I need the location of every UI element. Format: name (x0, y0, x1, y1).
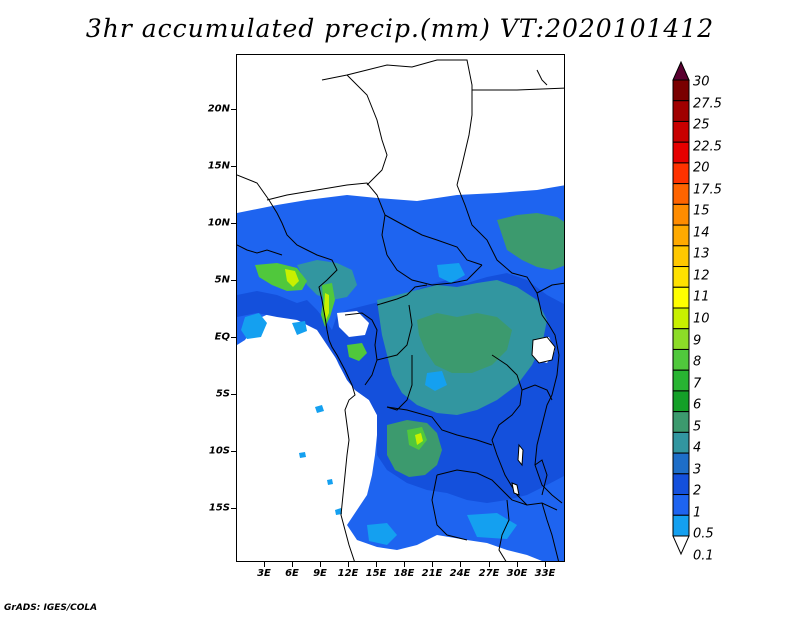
colorbar-box (672, 162, 690, 185)
colorbar-label: 6 (693, 397, 702, 413)
colorbar-label: 10 (693, 311, 710, 327)
lat-tick (231, 394, 236, 395)
colorbar-label: 14 (693, 225, 710, 241)
colorbar-label: 9 (693, 333, 702, 349)
colorbar-top-arrow (672, 60, 690, 81)
lakes (511, 336, 556, 496)
colorbar-box (672, 514, 690, 537)
colorbar-box (672, 79, 690, 102)
colorbar-label: 12 (693, 268, 710, 284)
colorbar-box (672, 245, 690, 268)
colorbar-box (672, 266, 690, 288)
lat-tick (231, 109, 236, 110)
colorbar-label: 3 (693, 462, 702, 478)
lon-tick (320, 562, 321, 567)
colorbar-label: 27.5 (693, 96, 722, 112)
lat-label: 20N (207, 103, 230, 115)
lat-label: 15S (208, 502, 230, 514)
chart-title: 3hr accumulated precip.(mm) VT:202010141… (85, 14, 715, 43)
precip-map (236, 54, 565, 562)
lon-label: 12E (337, 568, 359, 579)
colorbar-box (672, 411, 690, 433)
lon-label: 33E (534, 568, 556, 579)
lat-label: EQ (214, 331, 230, 343)
lon-tick (460, 562, 461, 567)
colorbar-box (672, 473, 690, 496)
colorbar-box (672, 390, 690, 413)
colorbar-label: 4 (693, 440, 702, 456)
lon-label: 18E (393, 568, 415, 579)
colorbar-label: 25 (693, 117, 710, 133)
colorbar-box (672, 141, 690, 164)
precip-shading (237, 185, 564, 561)
colorbar-box (672, 369, 690, 392)
lat-label: 5S (215, 388, 230, 400)
lat-label: 5N (214, 274, 230, 286)
lon-tick (404, 562, 405, 567)
lon-label: 21E (421, 568, 443, 579)
lat-tick (231, 508, 236, 509)
colorbar-label: 2 (693, 483, 702, 499)
colorbar-boxes (672, 79, 690, 537)
colorbar-label: 0.5 (693, 526, 714, 542)
colorbar-label: 1 (693, 505, 702, 521)
credit-text: GrADS: IGES/COLA (4, 603, 98, 613)
lon-tick (348, 562, 349, 567)
colorbar-box (672, 183, 690, 205)
lat-tick (231, 223, 236, 224)
colorbar-box (672, 224, 690, 247)
lat-label: 15N (207, 160, 230, 172)
colorbar-box (672, 494, 690, 516)
colorbar-label: 17.5 (693, 182, 722, 198)
colorbar-box (672, 203, 690, 226)
lon-tick (264, 562, 265, 567)
lon-tick (432, 562, 433, 567)
colorbar-label: 5 (693, 419, 702, 435)
lon-label: 24E (449, 568, 471, 579)
lon-label: 6E (285, 568, 299, 579)
lon-tick (545, 562, 546, 567)
colorbar-box (672, 120, 690, 143)
lat-tick (231, 337, 236, 338)
colorbar-label: 0.1 (693, 548, 714, 564)
precip-field (237, 59, 564, 561)
colorbar-label: 8 (693, 354, 702, 370)
lat-label: 10N (207, 217, 230, 229)
colorbar-label: 30 (693, 74, 710, 90)
colorbar-label: 13 (693, 246, 710, 262)
lon-tick (376, 562, 377, 567)
colorbar-box (672, 348, 690, 371)
colorbar-label: 22.5 (693, 139, 722, 155)
lon-label: 3E (257, 568, 271, 579)
colorbar-bottom-arrow (672, 535, 690, 556)
colorbar-label: 20 (693, 160, 710, 176)
colorbar-box (672, 307, 690, 330)
colorbar-label: 15 (693, 203, 710, 219)
colorbar-label: 11 (693, 289, 710, 305)
colorbar-box (672, 328, 690, 350)
colorbar-box (672, 452, 690, 475)
lon-label: 9E (313, 568, 327, 579)
lon-label: 15E (365, 568, 387, 579)
lon-label: 30E (506, 568, 528, 579)
lon-tick (489, 562, 490, 567)
lat-tick (231, 166, 236, 167)
lon-tick (292, 562, 293, 567)
lat-label: 10S (208, 445, 230, 457)
colorbar-label: 7 (693, 376, 702, 392)
lon-label: 27E (478, 568, 500, 579)
lon-tick (517, 562, 518, 567)
colorbar-box (672, 286, 690, 309)
colorbar (672, 60, 690, 556)
colorbar-box (672, 100, 690, 122)
lat-tick (231, 280, 236, 281)
country-borders (237, 59, 564, 561)
lat-tick (231, 451, 236, 452)
colorbar-box (672, 431, 690, 454)
